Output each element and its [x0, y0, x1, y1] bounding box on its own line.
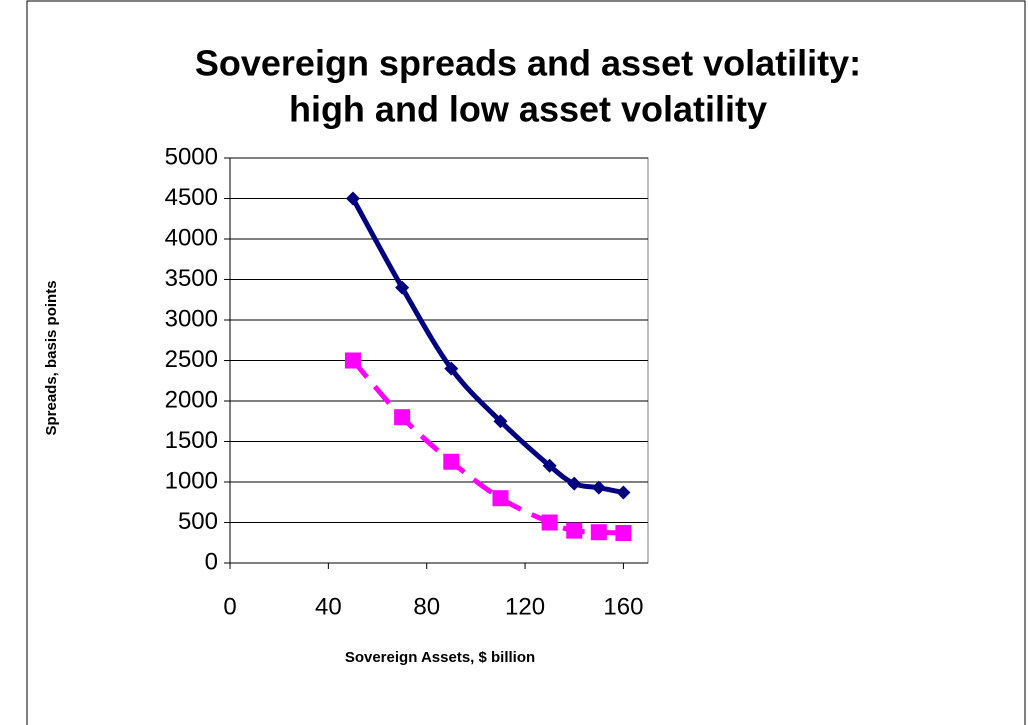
- marker: [395, 280, 410, 295]
- y-tick-label: 500: [178, 508, 218, 535]
- y-tick-label: 3500: [165, 265, 218, 292]
- y-tick-label: 2500: [165, 346, 218, 373]
- x-tick-label: 0: [223, 593, 236, 620]
- x-tick-label: 80: [413, 593, 440, 620]
- marker: [590, 524, 607, 541]
- marker: [567, 476, 582, 491]
- marker: [492, 490, 509, 507]
- y-tick-label: 1500: [165, 427, 218, 454]
- x-tick-label: 120: [505, 593, 545, 620]
- marker: [443, 453, 460, 470]
- marker: [566, 522, 583, 539]
- marker: [541, 514, 558, 531]
- chart-title: high and low asset volatility: [289, 89, 767, 130]
- marker: [394, 409, 411, 426]
- marker: [591, 480, 606, 495]
- marker: [344, 352, 361, 369]
- x-axis-label: Sovereign Assets, $ billion: [345, 649, 535, 666]
- y-tick-label: 4500: [165, 184, 218, 211]
- x-tick-label: 40: [315, 593, 342, 620]
- y-tick-label: 5000: [165, 143, 218, 170]
- y-axis-label: Spreads, basis points: [43, 280, 60, 435]
- marker: [616, 485, 631, 500]
- y-tick-label: 3000: [165, 305, 218, 332]
- frame: [26, 0, 1026, 725]
- marker: [493, 414, 508, 429]
- y-tick-label: 1000: [165, 467, 218, 494]
- marker: [542, 458, 557, 473]
- y-tick-label: 4000: [165, 224, 218, 251]
- chart-title: Sovereign spreads and asset volatility:: [195, 43, 861, 84]
- x-tick-label: 160: [603, 593, 643, 620]
- marker: [444, 361, 459, 376]
- y-tick-label: 0: [205, 548, 218, 575]
- marker: [345, 191, 360, 206]
- y-tick-label: 2000: [165, 386, 218, 413]
- marker: [615, 525, 632, 542]
